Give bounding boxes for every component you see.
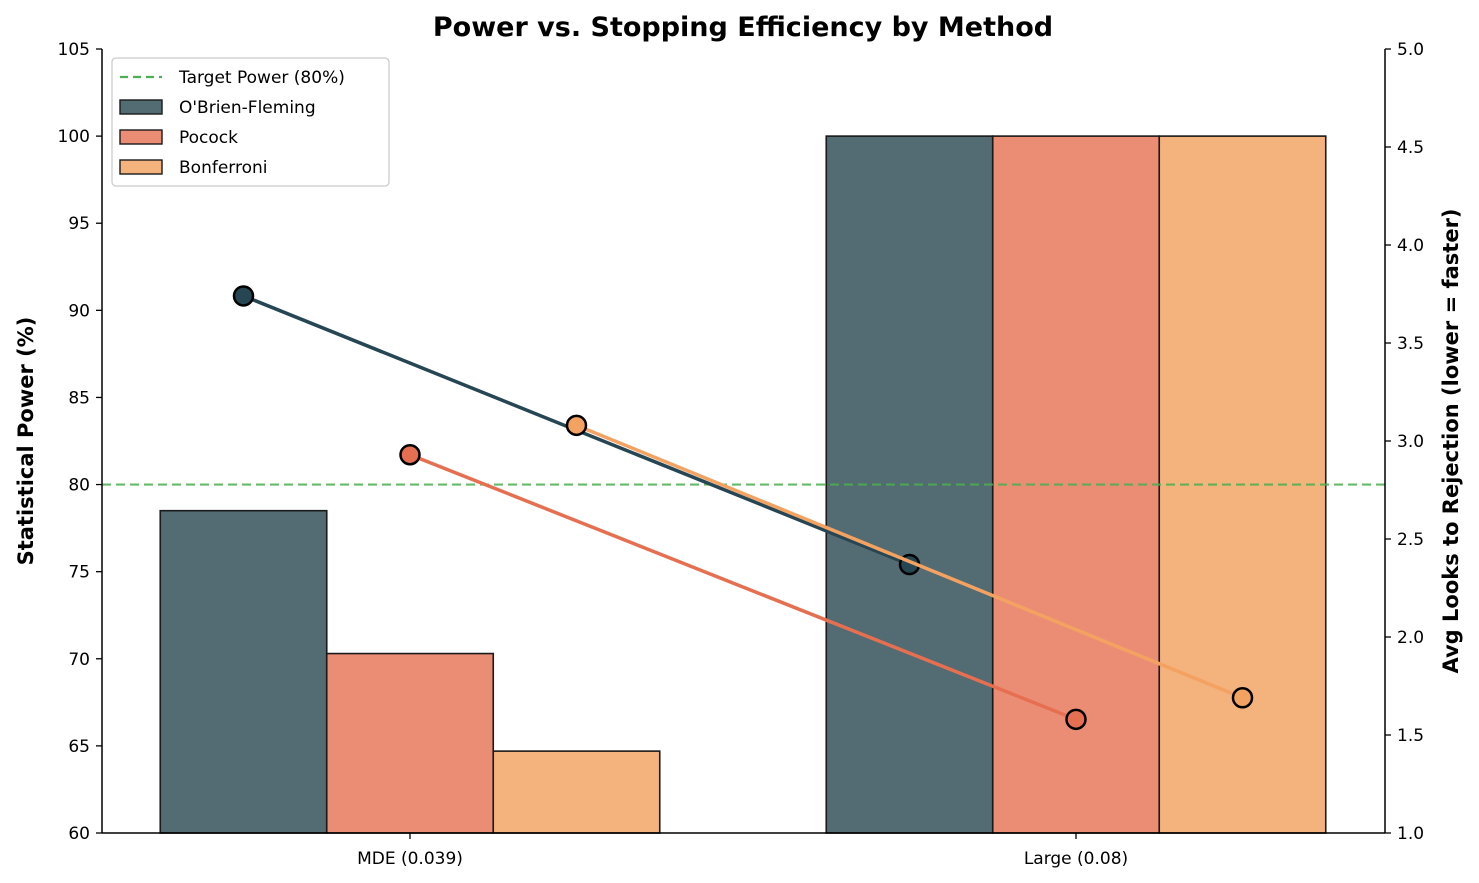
y-tick-label: 85 [68, 388, 90, 408]
y-tick-label: 70 [68, 650, 90, 670]
y-tick-label: 90 [68, 301, 90, 321]
y2-tick-label: 3.0 [1397, 432, 1424, 452]
y2-tick-label: 1.5 [1397, 726, 1424, 746]
x-tick-label: MDE (0.039) [357, 849, 463, 869]
y2-tick-label: 5.0 [1397, 40, 1424, 60]
y-axis-title: Statistical Power (%) [14, 317, 38, 566]
y2-tick-label: 4.0 [1397, 236, 1424, 256]
y-tick-label: 100 [58, 127, 90, 147]
y-tick-label: 60 [68, 824, 90, 844]
y-tick-label: 80 [68, 476, 90, 496]
y2-tick-label: 1.0 [1397, 824, 1424, 844]
y-tick-label: 75 [68, 563, 90, 583]
y-tick-label: 105 [58, 40, 90, 60]
legend-swatch [119, 129, 163, 145]
y2-tick-label: 2.0 [1397, 628, 1424, 648]
axes-group: 60 65 70 75 80 85 90 95 100 105 1.0 1.5 2.0 2.5 3.0 3.5… [58, 40, 1425, 869]
looks-point [565, 414, 588, 437]
x-tick-label: Large (0.08) [1024, 849, 1128, 869]
legend-swatch [119, 159, 163, 175]
looks-point [232, 285, 255, 307]
y-tick-label: 95 [68, 214, 90, 234]
legend-label: Pocock [179, 128, 238, 148]
legend-swatch [119, 99, 163, 115]
bar [159, 509, 328, 834]
legend: Target Power (80%) O'Brien-Fleming Pocock B… [111, 57, 390, 187]
looks-point [1065, 708, 1087, 731]
y2-tick-label: 4.5 [1397, 138, 1424, 158]
legend-label: O'Brien-Fleming [179, 98, 316, 118]
bar [492, 750, 661, 834]
legend-frame [111, 57, 390, 187]
series-lines-group [232, 285, 1254, 731]
chart-title: Power vs. Stopping Efficiency by Method [433, 12, 1053, 43]
legend-label: Target Power (80%) [178, 68, 345, 88]
y2-tick-label: 3.5 [1397, 334, 1424, 354]
looks-point [1231, 687, 1254, 709]
y2-axis-title: Avg Looks to Rejection (lower = faster) [1439, 208, 1463, 673]
bars-group [159, 135, 1327, 834]
looks-point [399, 443, 421, 466]
looks-line [409, 453, 1077, 721]
looks-line [575, 423, 1244, 700]
legend-label: Bonferroni [179, 158, 268, 178]
y2-tick-label: 2.5 [1397, 530, 1424, 550]
bar [325, 652, 495, 834]
y-tick-label: 65 [68, 737, 90, 757]
